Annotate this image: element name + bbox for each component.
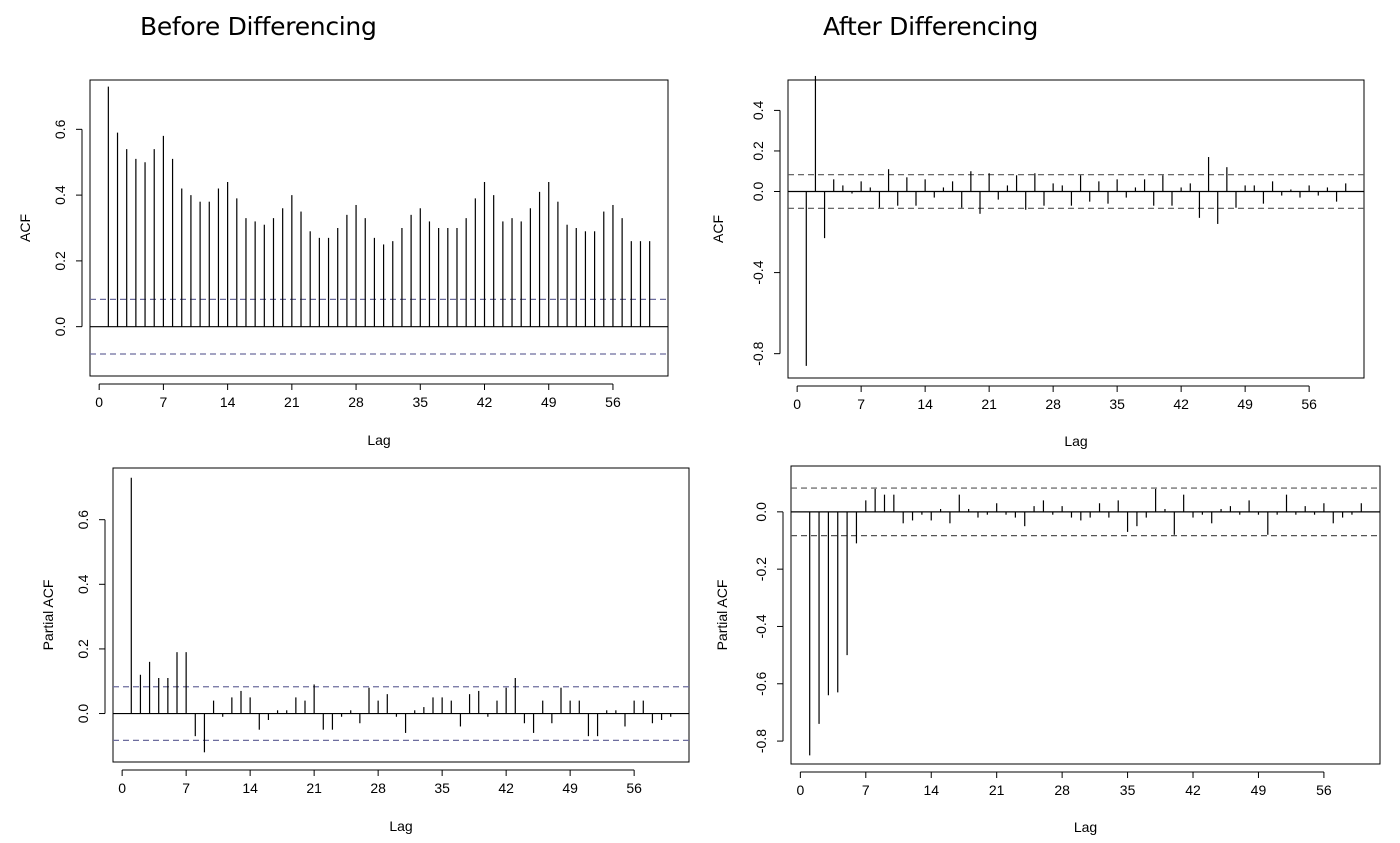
x-tick-label: 49 bbox=[1237, 396, 1253, 412]
x-tick-label: 7 bbox=[159, 394, 167, 410]
x-tick-label: 0 bbox=[95, 394, 103, 410]
x-tick-label: 7 bbox=[862, 782, 870, 798]
x-tick-label: 56 bbox=[1301, 396, 1317, 412]
y-tick-label: 0.2 bbox=[750, 141, 766, 161]
y-tick-label: -0.2 bbox=[753, 557, 769, 581]
x-axis-label: Lag bbox=[367, 432, 390, 448]
x-tick-label: 14 bbox=[917, 396, 933, 412]
y-tick-label: -0.6 bbox=[753, 671, 769, 695]
y-tick-label: 0.4 bbox=[750, 100, 766, 120]
x-tick-label: 35 bbox=[1109, 396, 1125, 412]
y-axis-label: Partial ACF bbox=[714, 580, 730, 651]
x-tick-label: 56 bbox=[605, 394, 621, 410]
x-tick-label: 35 bbox=[412, 394, 428, 410]
y-tick-label: -0.4 bbox=[750, 260, 766, 284]
y-tick-label: 0.0 bbox=[52, 317, 68, 337]
heading-before-differencing: Before Differencing bbox=[140, 12, 377, 41]
x-tick-label: 56 bbox=[626, 780, 642, 796]
y-tick-label: 0.6 bbox=[52, 119, 68, 139]
plot-frame bbox=[790, 465, 1381, 765]
y-tick-label: 0.0 bbox=[750, 182, 766, 202]
x-tick-label: 42 bbox=[1173, 396, 1189, 412]
y-tick-label: -0.8 bbox=[750, 341, 766, 365]
plot-frame bbox=[89, 79, 669, 377]
y-tick-label: 0.4 bbox=[52, 185, 68, 205]
x-tick-label: 21 bbox=[306, 780, 322, 796]
x-tick-label: 42 bbox=[498, 780, 514, 796]
x-tick-label: 14 bbox=[242, 780, 258, 796]
x-tick-label: 56 bbox=[1316, 782, 1332, 798]
x-tick-label: 7 bbox=[857, 396, 865, 412]
x-tick-label: 35 bbox=[1120, 782, 1136, 798]
x-axis-label: Lag bbox=[389, 818, 412, 834]
x-tick-label: 14 bbox=[923, 782, 939, 798]
y-tick-label: 0.4 bbox=[75, 574, 91, 594]
y-tick-label: 0.0 bbox=[753, 502, 769, 522]
x-tick-label: 49 bbox=[562, 780, 578, 796]
y-tick-label: 0.2 bbox=[52, 251, 68, 271]
y-axis-label: ACF bbox=[710, 215, 726, 243]
y-tick-label: 0.2 bbox=[75, 639, 91, 659]
x-tick-label: 28 bbox=[348, 394, 364, 410]
y-axis-label: Partial ACF bbox=[40, 580, 56, 651]
x-tick-label: 42 bbox=[477, 394, 493, 410]
x-tick-label: 21 bbox=[989, 782, 1005, 798]
x-tick-label: 14 bbox=[220, 394, 236, 410]
x-tick-label: 21 bbox=[981, 396, 997, 412]
y-tick-label: 0.0 bbox=[75, 704, 91, 724]
plot-frame bbox=[112, 467, 690, 763]
x-tick-label: 28 bbox=[370, 780, 386, 796]
x-tick-label: 0 bbox=[796, 782, 804, 798]
x-tick-label: 28 bbox=[1054, 782, 1070, 798]
x-tick-label: 0 bbox=[118, 780, 126, 796]
y-tick-label: 0.6 bbox=[75, 510, 91, 530]
y-tick-label: -0.4 bbox=[753, 614, 769, 638]
y-tick-label: -0.8 bbox=[753, 729, 769, 753]
x-axis-label: Lag bbox=[1064, 433, 1087, 449]
x-tick-label: 49 bbox=[541, 394, 557, 410]
x-tick-label: 49 bbox=[1251, 782, 1267, 798]
plot-frame bbox=[787, 79, 1365, 379]
x-tick-label: 28 bbox=[1045, 396, 1061, 412]
heading-after-differencing: After Differencing bbox=[823, 12, 1039, 41]
x-tick-label: 35 bbox=[434, 780, 450, 796]
x-tick-label: 21 bbox=[284, 394, 300, 410]
x-tick-label: 42 bbox=[1185, 782, 1201, 798]
x-tick-label: 7 bbox=[182, 780, 190, 796]
x-axis-label: Lag bbox=[1074, 819, 1097, 835]
y-axis-label: ACF bbox=[17, 214, 33, 242]
x-tick-label: 0 bbox=[793, 396, 801, 412]
